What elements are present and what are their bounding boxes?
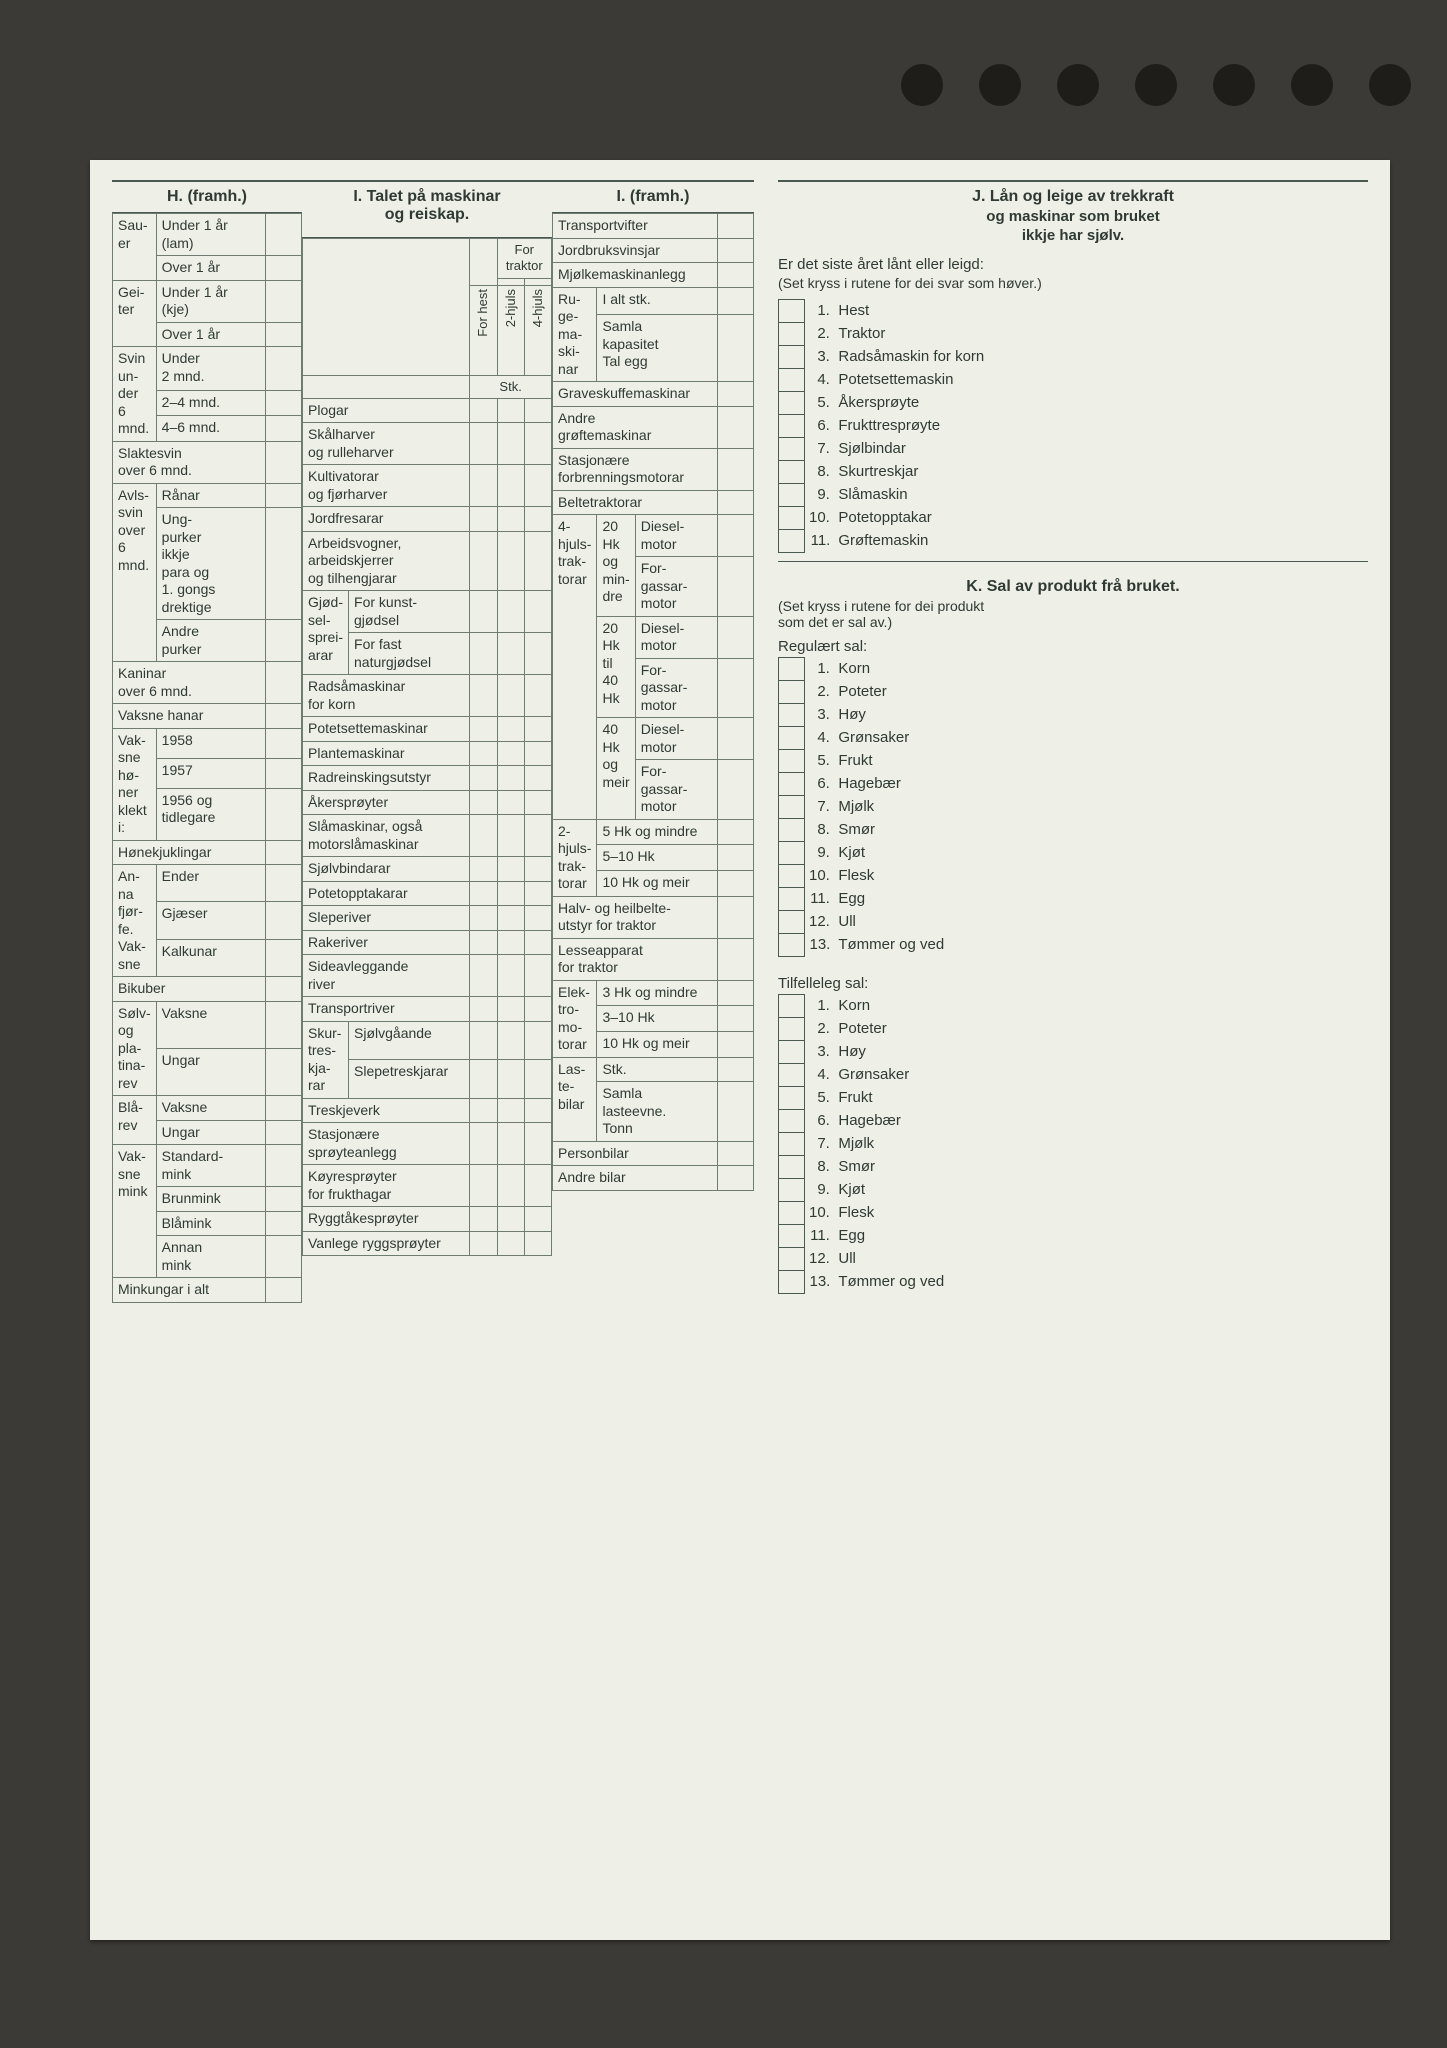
checkbox[interactable] — [779, 322, 805, 345]
checkbox[interactable] — [779, 1040, 805, 1063]
checkbox[interactable] — [779, 680, 805, 703]
section-H: H. (framh.) Sau- erUnder 1 år (lam)Over … — [112, 180, 302, 1303]
K-q: (Set kryss i rutene for dei produkt som … — [778, 598, 1368, 630]
checkbox[interactable] — [779, 391, 805, 414]
H-table: Sau- erUnder 1 år (lam)Over 1 årGei- ter… — [112, 213, 302, 1303]
checkbox[interactable] — [779, 368, 805, 391]
K-reg: Regulært sal: — [778, 638, 1368, 655]
checkbox[interactable] — [779, 1247, 805, 1270]
K-list-tilfelleleg: 1.Korn2.Poteter3.Høy4.Grønsaker5.Frukt6.… — [778, 994, 1368, 1294]
checkbox[interactable] — [779, 483, 805, 506]
checkbox[interactable] — [779, 933, 805, 956]
checkbox[interactable] — [779, 299, 805, 322]
checkbox[interactable] — [779, 529, 805, 552]
section-I: I. Talet på maskinar og reiskap. For tra… — [302, 180, 552, 1303]
checkbox[interactable] — [779, 1063, 805, 1086]
I-title: I. Talet på maskinar og reiskap. — [302, 182, 552, 238]
checkbox[interactable] — [779, 1201, 805, 1224]
I2-title: I. (framh.) — [552, 182, 754, 213]
checkbox[interactable] — [779, 749, 805, 772]
checkbox[interactable] — [779, 414, 805, 437]
checkbox[interactable] — [779, 1109, 805, 1132]
J-subtitle: og maskinar som bruket ikkje har sjølv. — [778, 208, 1368, 252]
checkbox[interactable] — [779, 994, 805, 1017]
checkbox[interactable] — [779, 460, 805, 483]
checkbox[interactable] — [779, 864, 805, 887]
checkbox[interactable] — [779, 1132, 805, 1155]
checkbox[interactable] — [779, 1178, 805, 1201]
K-tilf: Tilfelleleg sal: — [778, 975, 1368, 992]
checkbox[interactable] — [779, 818, 805, 841]
checkbox[interactable] — [779, 1017, 805, 1040]
checkbox[interactable] — [779, 1270, 805, 1293]
J-list: 1.Hest2.Traktor3.Radsåmaskin for korn4.P… — [778, 299, 1368, 553]
checkbox[interactable] — [779, 795, 805, 818]
H-title: H. (framh.) — [112, 182, 302, 213]
J-q2: (Set kryss i rutene for dei svar som høv… — [778, 275, 1368, 291]
checkbox[interactable] — [779, 437, 805, 460]
checkbox[interactable] — [779, 345, 805, 368]
checkbox[interactable] — [779, 841, 805, 864]
K-list-regular: 1.Korn2.Poteter3.Høy4.Grønsaker5.Frukt6.… — [778, 657, 1368, 957]
checkbox[interactable] — [779, 1155, 805, 1178]
form-page: H. (framh.) Sau- erUnder 1 år (lam)Over … — [90, 160, 1390, 1940]
I2-table: TransportvifterJordbruksvinsjarMjølkemas… — [552, 213, 754, 1191]
checkbox[interactable] — [779, 726, 805, 749]
J-title: J. Lån og leige av trekkraft — [778, 182, 1368, 208]
checkbox[interactable] — [779, 703, 805, 726]
punch-holes — [901, 64, 1411, 106]
checkbox[interactable] — [779, 657, 805, 680]
K-title: K. Sal av produkt frå bruket. — [778, 572, 1368, 598]
section-I-cont: I. (framh.) TransportvifterJordbruksvins… — [552, 180, 754, 1303]
checkbox[interactable] — [779, 1086, 805, 1109]
section-JK: J. Lån og leige av trekkraft og maskinar… — [778, 180, 1368, 1303]
checkbox[interactable] — [779, 910, 805, 933]
J-q: Er det siste året lånt eller leigd: — [778, 256, 1368, 273]
checkbox[interactable] — [779, 506, 805, 529]
checkbox[interactable] — [779, 1224, 805, 1247]
I-table: For traktorFor hest2-hjuls4-hjulsStk.Plo… — [302, 238, 552, 1256]
checkbox[interactable] — [779, 887, 805, 910]
checkbox[interactable] — [779, 772, 805, 795]
